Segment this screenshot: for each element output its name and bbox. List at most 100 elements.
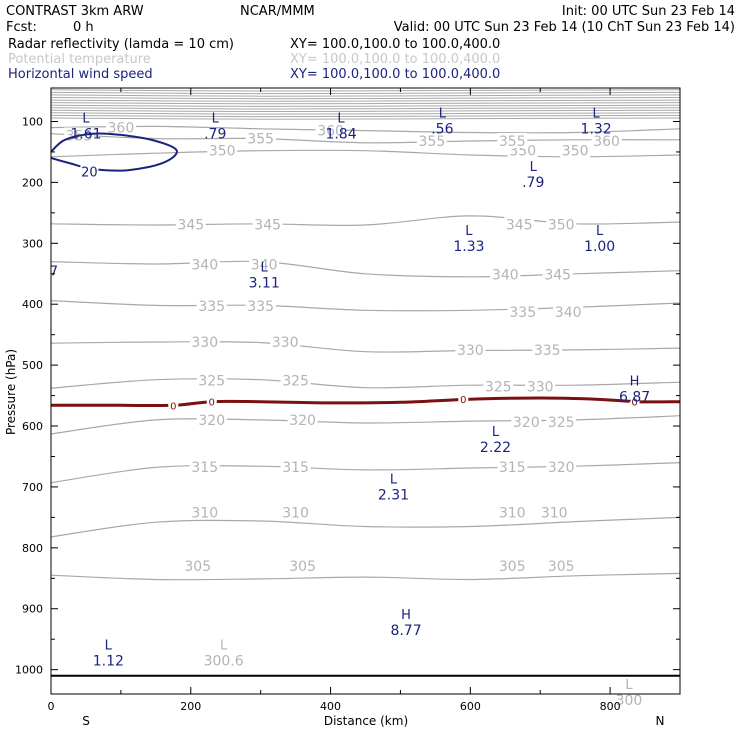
zero-label-bg xyxy=(168,399,179,411)
theta-label: 345 xyxy=(177,217,204,233)
theta-label: 330 xyxy=(527,379,554,395)
extremum-low-marker: L xyxy=(596,224,604,239)
extremum-value: 300.6 xyxy=(204,653,244,669)
x-axis-label: Distance (km) xyxy=(324,714,408,728)
theta-label: 305 xyxy=(184,559,211,575)
theta-label-bg xyxy=(280,372,311,388)
theta-label-bg xyxy=(252,216,283,232)
y-tick-label: 1000 xyxy=(15,664,43,677)
edge-label: 7 xyxy=(50,265,58,280)
theta-contour-320 xyxy=(51,415,680,435)
theta-contour-330 xyxy=(51,341,680,353)
theta-label-bg xyxy=(189,333,220,349)
theta-label: 305 xyxy=(499,559,526,575)
theta-contour-345 xyxy=(51,215,680,227)
zero-contour: 0 0 0 0 xyxy=(51,393,680,412)
theta-contour-355 xyxy=(51,133,680,144)
theta-contour-360 xyxy=(51,125,680,134)
theta-contour-310 xyxy=(51,516,680,538)
theta-label-bg xyxy=(497,504,528,520)
theta-label-bg xyxy=(532,341,563,357)
theta-label-bg xyxy=(182,558,213,574)
theta-label-bg xyxy=(553,304,584,320)
theta-label-bg xyxy=(189,504,220,520)
extremum-value: 8.77 xyxy=(390,623,421,639)
field-name-theta: Potential temperature xyxy=(8,52,151,67)
theta-label-bg xyxy=(497,558,528,574)
extremum-value: 2.22 xyxy=(480,440,511,456)
theta-label-bg xyxy=(560,142,591,158)
y-tick-label: 800 xyxy=(22,542,43,555)
theta-label-bg xyxy=(189,458,220,474)
theta-label-bg xyxy=(175,216,206,232)
theta-contours xyxy=(51,89,680,581)
theta-label-bg xyxy=(105,119,136,135)
x-tick-label: 600 xyxy=(460,700,481,713)
theta-label: 355 xyxy=(499,134,526,150)
theta-label: 310 xyxy=(499,506,526,522)
zero-contour-label: 0 xyxy=(209,398,215,409)
theta-label-bg xyxy=(497,132,528,148)
theta-contour-upper xyxy=(51,109,680,113)
theta-label-bg xyxy=(189,256,220,272)
theta-label-bg xyxy=(245,298,276,314)
theta-label: 355 xyxy=(419,134,446,150)
extremum-high-marker: H xyxy=(630,375,640,390)
zero-contour-line xyxy=(51,396,680,408)
extremum-value: 6.87 xyxy=(619,390,650,406)
theta-label: 360 xyxy=(593,134,620,150)
theta-label: 360 xyxy=(317,124,344,140)
theta-contour-upper xyxy=(51,107,680,110)
theta-label: 320 xyxy=(289,413,316,429)
zero-label-bg xyxy=(458,393,469,405)
theta-label-bg xyxy=(196,298,227,314)
theta-label-bg xyxy=(280,458,311,474)
x-tick-label: 400 xyxy=(320,700,341,713)
theta-label: 335 xyxy=(509,305,536,321)
field-xy-radar: XY= 100.0,100.0 to 100.0,400.0 xyxy=(290,37,500,52)
theta-label-bg xyxy=(546,458,577,474)
theta-contour-upper xyxy=(51,99,680,102)
field-name-wind: Horizontal wind speed xyxy=(8,67,153,82)
theta-label: 330 xyxy=(457,343,484,359)
extremum-low-marker: L xyxy=(105,638,113,653)
extremum-low-marker: L xyxy=(625,678,633,693)
theta-contour-340 xyxy=(51,260,680,278)
theta-label: 305 xyxy=(548,559,575,575)
theta-label-bg xyxy=(455,341,486,357)
theta-label-bg xyxy=(315,122,346,138)
theta-label: 325 xyxy=(282,373,309,389)
theta-label-bg xyxy=(546,413,577,429)
direction-south: S xyxy=(82,714,90,728)
y-tick-label: 100 xyxy=(22,115,43,128)
extremum-value: 1.84 xyxy=(325,126,356,142)
y-tick-label: 300 xyxy=(22,237,43,250)
theta-label-bg xyxy=(416,132,447,148)
theta-contour-305 xyxy=(51,572,680,581)
theta-label: 350 xyxy=(209,144,236,160)
theta-contour-upper xyxy=(51,112,680,115)
theta-contour-upper xyxy=(51,97,680,100)
theta-contour-upper xyxy=(51,94,680,97)
theta-contour-325 xyxy=(51,378,680,389)
header-init: Init: 00 UTC Sun 23 Feb 14 xyxy=(562,4,735,19)
extremum-value: 1.32 xyxy=(581,122,612,138)
plot-border xyxy=(50,87,681,695)
extremum-low-marker: L xyxy=(492,425,500,440)
extremum-value: .56 xyxy=(431,122,453,138)
x-tick-label: 800 xyxy=(600,700,621,713)
theta-label-bg xyxy=(542,266,573,282)
theta-label-bg xyxy=(591,132,622,148)
extremum-high-marker: H xyxy=(401,608,411,623)
theta-label: 345 xyxy=(254,217,281,233)
header-center: NCAR/MMM xyxy=(240,4,315,19)
theta-label: 330 xyxy=(272,335,299,351)
field-xy-theta: XY= 100.0,100.0 to 100.0,400.0 xyxy=(290,52,500,67)
theta-label-bg xyxy=(546,216,577,232)
extrema-labels: L1.61L.79L1.84L.56L1.32L.79L1.33L1.00L3.… xyxy=(50,107,650,709)
theta-label: 335 xyxy=(534,343,561,359)
theta-contour-upper xyxy=(51,89,680,92)
extremum-value: 1.61 xyxy=(70,126,101,142)
theta-contour-upper xyxy=(51,114,680,118)
